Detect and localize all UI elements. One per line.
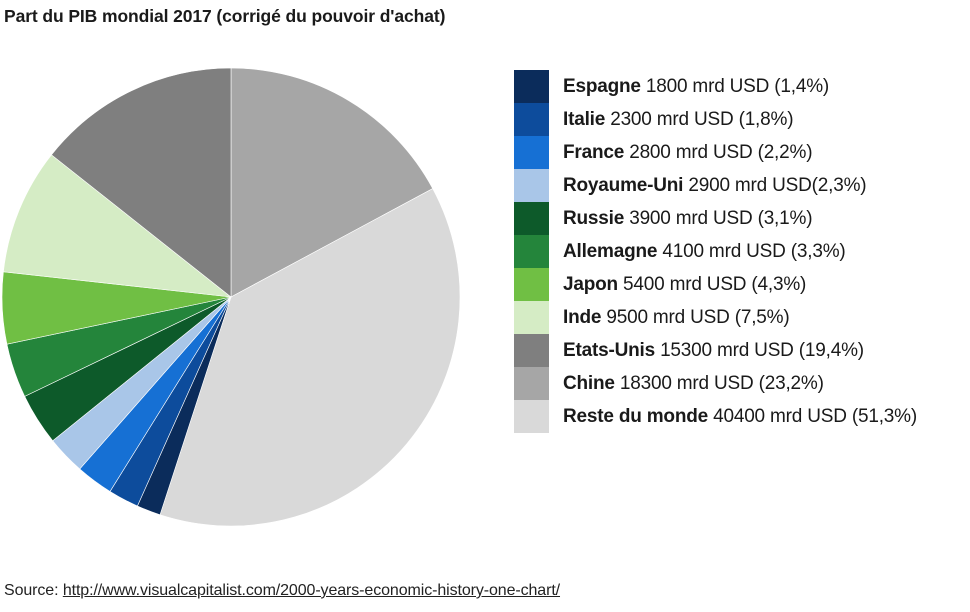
legend-swatch [514, 268, 549, 301]
pie-slice-chine [230, 67, 434, 298]
legend-label: Inde 9500 mrd USD (7,5%) [563, 306, 790, 329]
legend-swatch [514, 103, 549, 136]
legend-item-espagne: Espagne 1800 mrd USD (1,4%) [514, 70, 964, 103]
legend-item-allemagne: Allemagne 4100 mrd USD (3,3%) [514, 235, 964, 268]
legend-value: 2300 mrd USD [610, 108, 734, 130]
legend-series-name: France [563, 141, 625, 163]
legend-value: 18300 mrd USD [619, 372, 754, 394]
legend-item-reste-du-monde: Reste du monde 40400 mrd USD (51,3%) [514, 400, 964, 433]
legend-value: 9500 mrd USD [606, 306, 730, 328]
legend-swatch [514, 136, 549, 169]
legend-item-japon: Japon 5400 mrd USD (4,3%) [514, 268, 964, 301]
legend-percent: (4,3%) [751, 273, 807, 295]
legend-swatch [514, 70, 549, 103]
legend-swatch [514, 367, 549, 400]
pie-slice-etats-unis [51, 67, 232, 298]
legend-item-inde: Inde 9500 mrd USD (7,5%) [514, 301, 964, 334]
chart-title: Part du PIB mondial 2017 (corrigé du pou… [4, 6, 446, 26]
source-label: Source: [4, 582, 59, 599]
legend-series-name: Chine [563, 372, 615, 394]
legend-label: Espagne 1800 mrd USD (1,4%) [563, 76, 829, 98]
legend-percent: (51,3%) [851, 405, 917, 427]
legend-item-italie: Italie 2300 mrd USD (1,8%) [514, 103, 964, 136]
legend-swatch [514, 235, 549, 268]
pie-slice-reste-du-monde [159, 188, 461, 527]
legend-percent: (19,4%) [798, 339, 864, 361]
legend-value: 4100 mrd USD [662, 240, 786, 262]
legend-value: 2800 mrd USD [629, 141, 753, 163]
legend-value: 15300 mrd USD [660, 339, 794, 361]
legend-series-name: Allemagne [563, 240, 658, 262]
legend-value: 40400 mrd USD [713, 405, 847, 427]
chart-legend: Espagne 1800 mrd USD (1,4%) Italie 2300 m… [514, 70, 964, 433]
pie-slice-inde [3, 154, 233, 298]
pie-chart [1, 67, 461, 527]
legend-series-name: Reste du monde [563, 405, 708, 427]
legend-item-royaume-uni: Royaume-Uni 2900 mrd USD(2,3%) [514, 169, 964, 202]
legend-label: Japon 5400 mrd USD (4,3%) [563, 274, 806, 296]
legend-series-name: Italie [563, 108, 606, 130]
legend-value: 5400 mrd USD [623, 273, 747, 295]
legend-series-name: Russie [563, 207, 625, 229]
legend-value: 2900 mrd USD [688, 174, 812, 196]
legend-swatch [514, 301, 549, 334]
legend-label: Allemagne 4100 mrd USD (3,3%) [563, 241, 846, 263]
legend-swatch [514, 169, 549, 202]
legend-item-etats-unis: Etats-Unis 15300 mrd USD (19,4%) [514, 334, 964, 367]
legend-item-france: France 2800 mrd USD (2,2%) [514, 136, 964, 169]
legend-series-name: Inde [563, 306, 602, 328]
legend-item-russie: Russie 3900 mrd USD (3,1%) [514, 202, 964, 235]
legend-swatch [514, 400, 549, 433]
legend-value: 1800 mrd USD [645, 75, 770, 97]
legend-percent: (2,2%) [757, 141, 813, 163]
legend-label: Russie 3900 mrd USD (3,1%) [563, 207, 813, 230]
legend-percent: (7,5%) [734, 306, 790, 328]
legend-percent: (3,1%) [757, 207, 813, 229]
legend-value: 3900 mrd USD [629, 207, 753, 229]
legend-percent: (1,8%) [738, 108, 794, 130]
legend-percent: (23,2%) [758, 372, 824, 394]
legend-series-name: Royaume-Uni [563, 174, 684, 196]
legend-series-name: Japon [563, 273, 618, 295]
legend-label: Reste du monde 40400 mrd USD (51,3%) [563, 406, 917, 428]
source-link[interactable]: http://www.visualcapitalist.com/2000-yea… [62, 582, 561, 599]
source-line: Source: http://www.visualcapitalist.com/… [4, 582, 560, 600]
legend-item-chine: Chine 18300 mrd USD (23,2%) [514, 367, 964, 400]
legend-label: France 2800 mrd USD (2,2%) [563, 141, 813, 164]
legend-label: Etats-Unis 15300 mrd USD (19,4%) [563, 340, 864, 362]
legend-percent: (2,3%) [811, 174, 867, 196]
legend-swatch [514, 334, 549, 367]
legend-percent: (3,3%) [790, 240, 846, 262]
legend-series-name: Etats-Unis [563, 339, 655, 361]
legend-label: Royaume-Uni 2900 mrd USD(2,3%) [563, 174, 867, 197]
legend-label: Italie 2300 mrd USD (1,8%) [563, 108, 794, 131]
legend-percent: (1,4%) [774, 75, 830, 97]
legend-label: Chine 18300 mrd USD (23,2%) [563, 373, 824, 395]
legend-series-name: Espagne [563, 75, 641, 97]
legend-swatch [514, 202, 549, 235]
